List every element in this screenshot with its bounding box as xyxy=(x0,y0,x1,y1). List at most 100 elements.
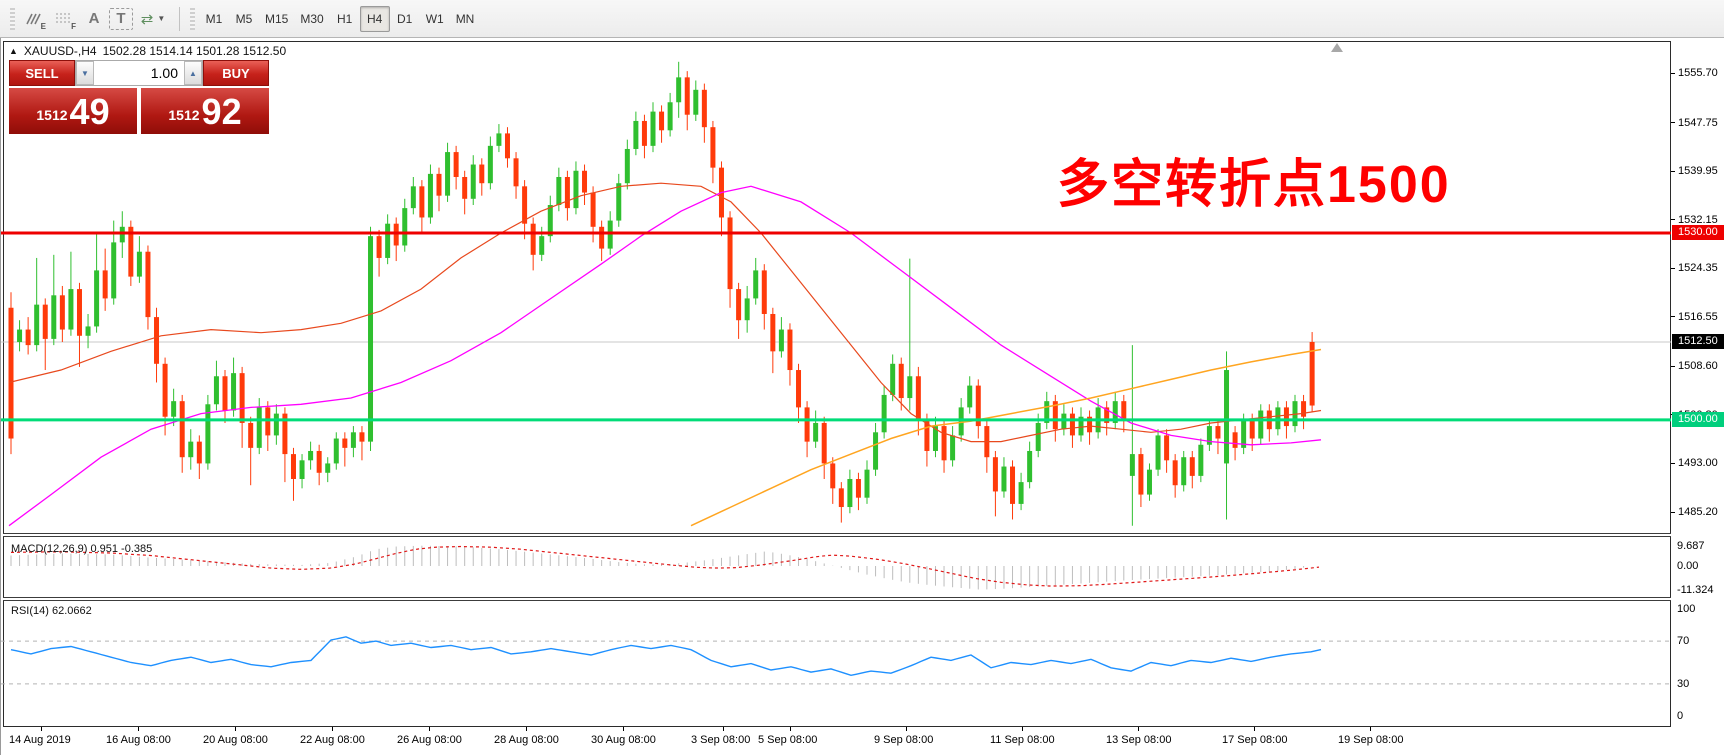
timeframe-m30[interactable]: M30 xyxy=(300,11,324,26)
candle-body xyxy=(1283,407,1289,427)
chart-shift-marker-icon[interactable] xyxy=(1331,43,1343,52)
candle-body xyxy=(564,176,570,209)
title-arrow-icon[interactable]: ▲ xyxy=(9,46,18,56)
timeframe-mn[interactable]: MN xyxy=(455,11,475,26)
ma-slow-gold xyxy=(690,348,1322,527)
current-price-badge: 1512.50 xyxy=(1672,334,1724,349)
time-tick-label: 20 Aug 08:00 xyxy=(203,734,268,746)
candle-body xyxy=(462,176,468,199)
candle-body xyxy=(736,289,742,321)
candle-body xyxy=(907,376,913,399)
candle-body xyxy=(847,479,853,508)
sell-button[interactable]: SELL xyxy=(9,60,75,86)
timeframe-w1[interactable]: W1 xyxy=(425,11,444,26)
candle-body xyxy=(145,251,151,318)
time-tick-mark xyxy=(41,727,42,731)
time-axis[interactable]: 14 Aug 2019 16 Aug 08:00 20 Aug 08:00 22 Au… xyxy=(1,727,1724,755)
time-tick-mark xyxy=(235,727,236,731)
grid-fibo-icon[interactable]: F xyxy=(49,5,79,33)
rsi-axis-label: 100 xyxy=(1677,603,1696,615)
candle-body xyxy=(778,329,784,352)
candle-body xyxy=(8,307,14,439)
candle-body xyxy=(1301,401,1307,417)
volume-spinner: ▼ 1.00 ▲ xyxy=(75,60,203,86)
candle-body xyxy=(898,363,904,399)
candle-body xyxy=(1121,401,1127,420)
macd-signal-line xyxy=(10,545,1320,587)
text-box-icon[interactable]: T xyxy=(109,7,133,30)
candle-body xyxy=(393,223,399,246)
candle-body xyxy=(51,295,57,339)
candle-body xyxy=(1146,469,1152,495)
time-tick-mark xyxy=(790,727,791,731)
time-tick-mark xyxy=(429,727,430,731)
buy-price-pips: 92 xyxy=(201,91,242,132)
time-tick-label: 19 Sep 08:00 xyxy=(1338,734,1404,746)
price-axis[interactable]: 1555.70 1547.75 1539.95 1532.15 1524.35 1516.… xyxy=(1671,38,1724,727)
volume-decrease-button[interactable]: ▼ xyxy=(76,61,94,85)
candle-body xyxy=(196,441,202,464)
text-label-icon[interactable]: A xyxy=(88,10,100,27)
candle-body xyxy=(1258,410,1264,439)
cursor-arrows-icon[interactable]: ⇄ ▼ xyxy=(133,5,173,33)
candle-body xyxy=(753,270,759,299)
macd-pane[interactable] xyxy=(1,537,1671,597)
timeframe-h1[interactable]: H1 xyxy=(337,11,353,26)
candle-body xyxy=(1232,432,1238,448)
candle-body xyxy=(1172,460,1178,486)
sell-price-tile[interactable]: 1512 49 xyxy=(9,88,137,134)
timeframe-d1[interactable]: D1 xyxy=(397,11,413,26)
candle-body xyxy=(453,152,459,177)
candle-body xyxy=(402,208,408,246)
volume-input[interactable]: 1.00 xyxy=(94,61,184,85)
tick-dash xyxy=(1671,511,1675,513)
candle-body xyxy=(42,304,48,339)
candle-body xyxy=(1275,407,1281,430)
macd-axis-label: 9.687 xyxy=(1677,539,1705,552)
buy-price-tile[interactable]: 1512 92 xyxy=(141,88,269,134)
candle-body xyxy=(1087,416,1093,433)
candle-body xyxy=(119,226,125,243)
candle-body xyxy=(838,488,844,508)
candle-body xyxy=(1138,454,1144,495)
rsi-pane[interactable] xyxy=(1,601,1671,727)
buy-button[interactable]: BUY xyxy=(203,60,269,86)
timeframe-m5[interactable]: M5 xyxy=(235,11,253,26)
pane-separator[interactable] xyxy=(3,597,1671,601)
chart-annotation-text[interactable]: 多空转折点1500 xyxy=(1057,156,1451,214)
dropdown-caret-icon[interactable]: ▼ xyxy=(157,14,166,23)
candle-body xyxy=(128,226,134,277)
tick-dash xyxy=(1671,463,1675,465)
pane-separator[interactable] xyxy=(3,533,1671,537)
chart-title: ▲ XAUUSD-,H4 1502.28 1514.14 1501.28 151… xyxy=(9,44,286,58)
ma-fast-red xyxy=(8,182,1322,443)
toolbar-drag-handle[interactable] xyxy=(10,7,15,30)
candle-body xyxy=(445,152,451,196)
candle-body xyxy=(1206,426,1212,445)
tick-dash xyxy=(1671,122,1675,124)
candle-body xyxy=(1018,482,1024,504)
candle-body xyxy=(1129,454,1135,476)
candle-body xyxy=(265,407,271,436)
candle-body xyxy=(1241,419,1247,448)
chart-shapes-icon[interactable]: E xyxy=(19,5,49,33)
candle-body xyxy=(556,176,562,206)
rsi-axis-label: 0 xyxy=(1677,710,1684,722)
price-tick-label: 1485.20 xyxy=(1671,505,1724,519)
main-price-pane[interactable] xyxy=(1,41,1671,533)
candle-body xyxy=(239,373,245,423)
tick-dash xyxy=(1671,267,1675,269)
candle-body xyxy=(1309,342,1315,406)
toolbar: E F A T ⇄ ▼ M1 M5 M15 M30 H1 H4 D1 W1 MN xyxy=(0,0,1724,38)
time-tick-label: 30 Aug 08:00 xyxy=(591,734,656,746)
timeframe-m1[interactable]: M1 xyxy=(205,11,223,26)
timeframe-m15[interactable]: M15 xyxy=(265,11,289,26)
candle-body xyxy=(599,226,605,249)
time-tick-label: 5 Sep 08:00 xyxy=(758,734,818,746)
toolbar-drag-handle-2[interactable] xyxy=(190,7,195,30)
candle-body xyxy=(1044,401,1050,423)
candle-body xyxy=(855,479,861,498)
volume-increase-button[interactable]: ▲ xyxy=(184,61,202,85)
time-tick-mark xyxy=(906,727,907,731)
timeframe-h4[interactable]: H4 xyxy=(359,5,390,32)
